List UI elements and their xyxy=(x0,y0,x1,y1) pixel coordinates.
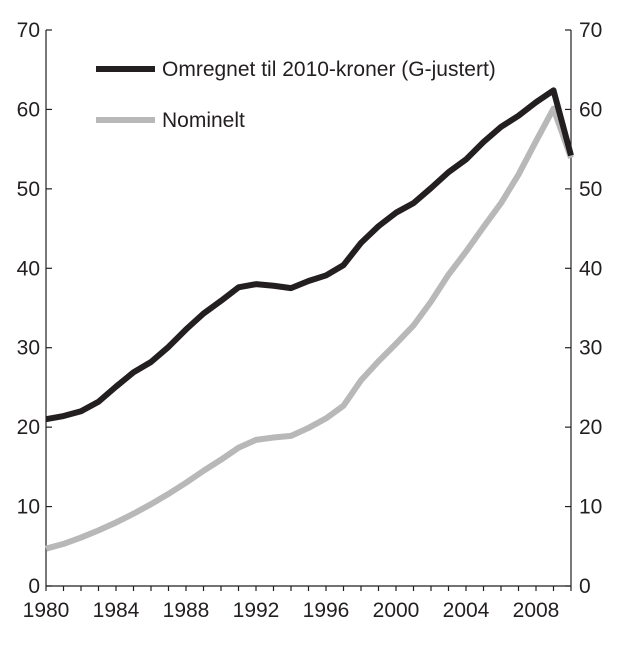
y-tick-label-left: 50 xyxy=(17,178,40,201)
y-tick-label-right: 70 xyxy=(579,19,602,42)
x-tick-label: 1980 xyxy=(23,599,70,622)
y-tick-label-left: 30 xyxy=(17,337,40,360)
legend-label-0: Omregnet til 2010-kroner (G-justert) xyxy=(162,58,496,81)
legend: Omregnet til 2010-kroner (G-justert) Nomi… xyxy=(96,58,496,132)
x-tick-label: 2008 xyxy=(513,599,560,622)
y-tick-label-right: 20 xyxy=(579,416,602,439)
series-line-0 xyxy=(45,87,574,423)
y-tick-label-right: 30 xyxy=(579,337,602,360)
y-tick-label-right: 10 xyxy=(579,496,602,519)
y-tick-label-left: 60 xyxy=(17,98,40,121)
y-tick-label-right: 40 xyxy=(579,257,602,280)
x-tick-label: 1984 xyxy=(93,599,140,622)
series-layer xyxy=(45,87,574,552)
x-tick-label: 1996 xyxy=(303,599,350,622)
y-tick-label-right: 50 xyxy=(579,178,602,201)
x-tick-label: 2000 xyxy=(373,599,420,622)
y-tick-label-left: 70 xyxy=(17,19,40,42)
y-tick-label-left: 40 xyxy=(17,257,40,280)
axes: 0 0 10 10 20 20 30 30 40 40 50 50 60 60 70 70 1980 1984 19… xyxy=(17,19,603,622)
legend-label-1: Nominelt xyxy=(162,109,245,132)
y-tick-label-left: 10 xyxy=(17,496,40,519)
y-tick-label-right: 60 xyxy=(579,98,602,121)
x-tick-label: 2004 xyxy=(443,599,490,622)
series-line-1 xyxy=(45,105,574,552)
y-tick-label-left: 20 xyxy=(17,416,40,439)
y-tick-label-left: 0 xyxy=(28,575,40,598)
x-tick-label: 1992 xyxy=(233,599,280,622)
x-tick-label: 1988 xyxy=(163,599,210,622)
y-tick-label-right: 0 xyxy=(579,575,591,598)
